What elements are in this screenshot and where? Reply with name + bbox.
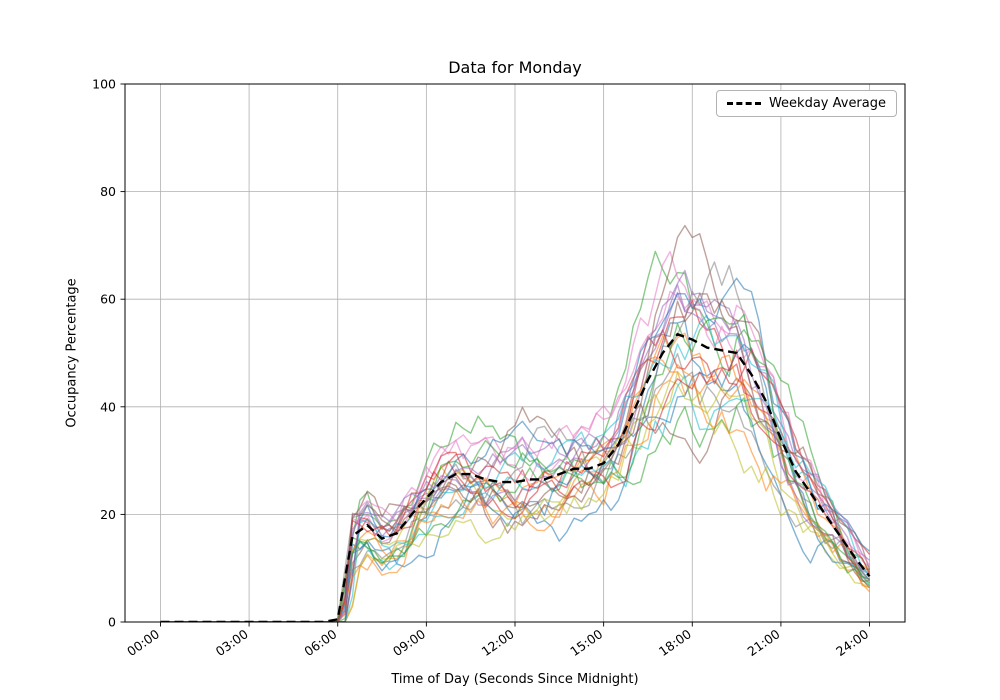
tick-labels: 00:00 03:00 06:00 09:00 12:00 15:00 18:00 21:00…	[92, 77, 871, 660]
y-tick-label: 40	[100, 399, 116, 414]
trace-line	[160, 277, 870, 622]
grid	[125, 83, 905, 623]
trace-line	[160, 290, 871, 622]
trace-line	[160, 293, 870, 622]
trace-line	[160, 397, 870, 622]
x-tick-label: 03:00	[213, 626, 251, 659]
y-tick-label: 100	[92, 77, 116, 92]
dashed-line-icon	[726, 102, 761, 105]
trace-line	[160, 363, 871, 622]
trace-line	[160, 250, 870, 622]
y-tick-label: 0	[108, 615, 116, 630]
trace-line	[160, 313, 870, 622]
trace-line	[160, 224, 871, 622]
trace-line	[160, 371, 870, 622]
trace-line	[160, 349, 871, 622]
y-axis-label: Occupancy Percentage	[64, 278, 80, 428]
trace-line	[160, 377, 870, 622]
x-tick-label: 18:00	[656, 626, 694, 659]
x-axis-label: Time of Day (Seconds Since Midnight)	[391, 672, 639, 687]
x-tick-label: 09:00	[390, 626, 428, 659]
x-tick-label: 06:00	[301, 626, 339, 659]
y-tick-label: 80	[100, 184, 116, 199]
trace-ensemble	[160, 224, 871, 622]
x-tick-label: 12:00	[479, 626, 517, 659]
average-line	[160, 332, 871, 622]
y-tick-label: 60	[100, 292, 116, 307]
x-tick-label: 24:00	[833, 626, 871, 659]
trace-line	[160, 250, 871, 622]
x-tick-label: 21:00	[745, 626, 783, 659]
legend-label: Weekday Average	[768, 96, 886, 111]
x-tick-label: 15:00	[567, 626, 605, 659]
legend: Weekday Average	[715, 90, 897, 117]
x-tick-label: 00:00	[124, 626, 162, 659]
y-tick-label: 20	[100, 507, 116, 522]
trace-line	[160, 375, 871, 622]
chart-title: Data for Monday	[448, 58, 582, 77]
trace-line	[160, 332, 870, 622]
trace-line	[160, 314, 871, 622]
